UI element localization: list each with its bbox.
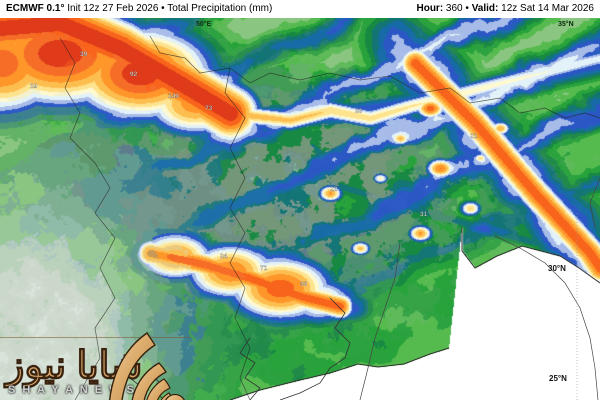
svg-text:73: 73 [205, 105, 213, 112]
svg-text:39: 39 [80, 51, 88, 58]
svg-text:24: 24 [220, 253, 228, 260]
svg-text:33: 33 [300, 281, 308, 288]
svg-text:149: 149 [168, 93, 179, 100]
svg-text:19: 19 [30, 83, 38, 90]
svg-text:50°E: 50°E [196, 20, 212, 28]
svg-text:25°N: 25°N [549, 374, 567, 383]
svg-text:33: 33 [355, 108, 363, 115]
svg-text:31: 31 [420, 211, 428, 218]
svg-text:92: 92 [130, 71, 138, 78]
svg-text:30°N: 30°N [548, 264, 566, 273]
svg-text:22: 22 [330, 186, 338, 193]
svg-text:21: 21 [470, 133, 478, 140]
svg-text:35°N: 35°N [558, 20, 574, 28]
svg-text:71: 71 [260, 265, 268, 272]
